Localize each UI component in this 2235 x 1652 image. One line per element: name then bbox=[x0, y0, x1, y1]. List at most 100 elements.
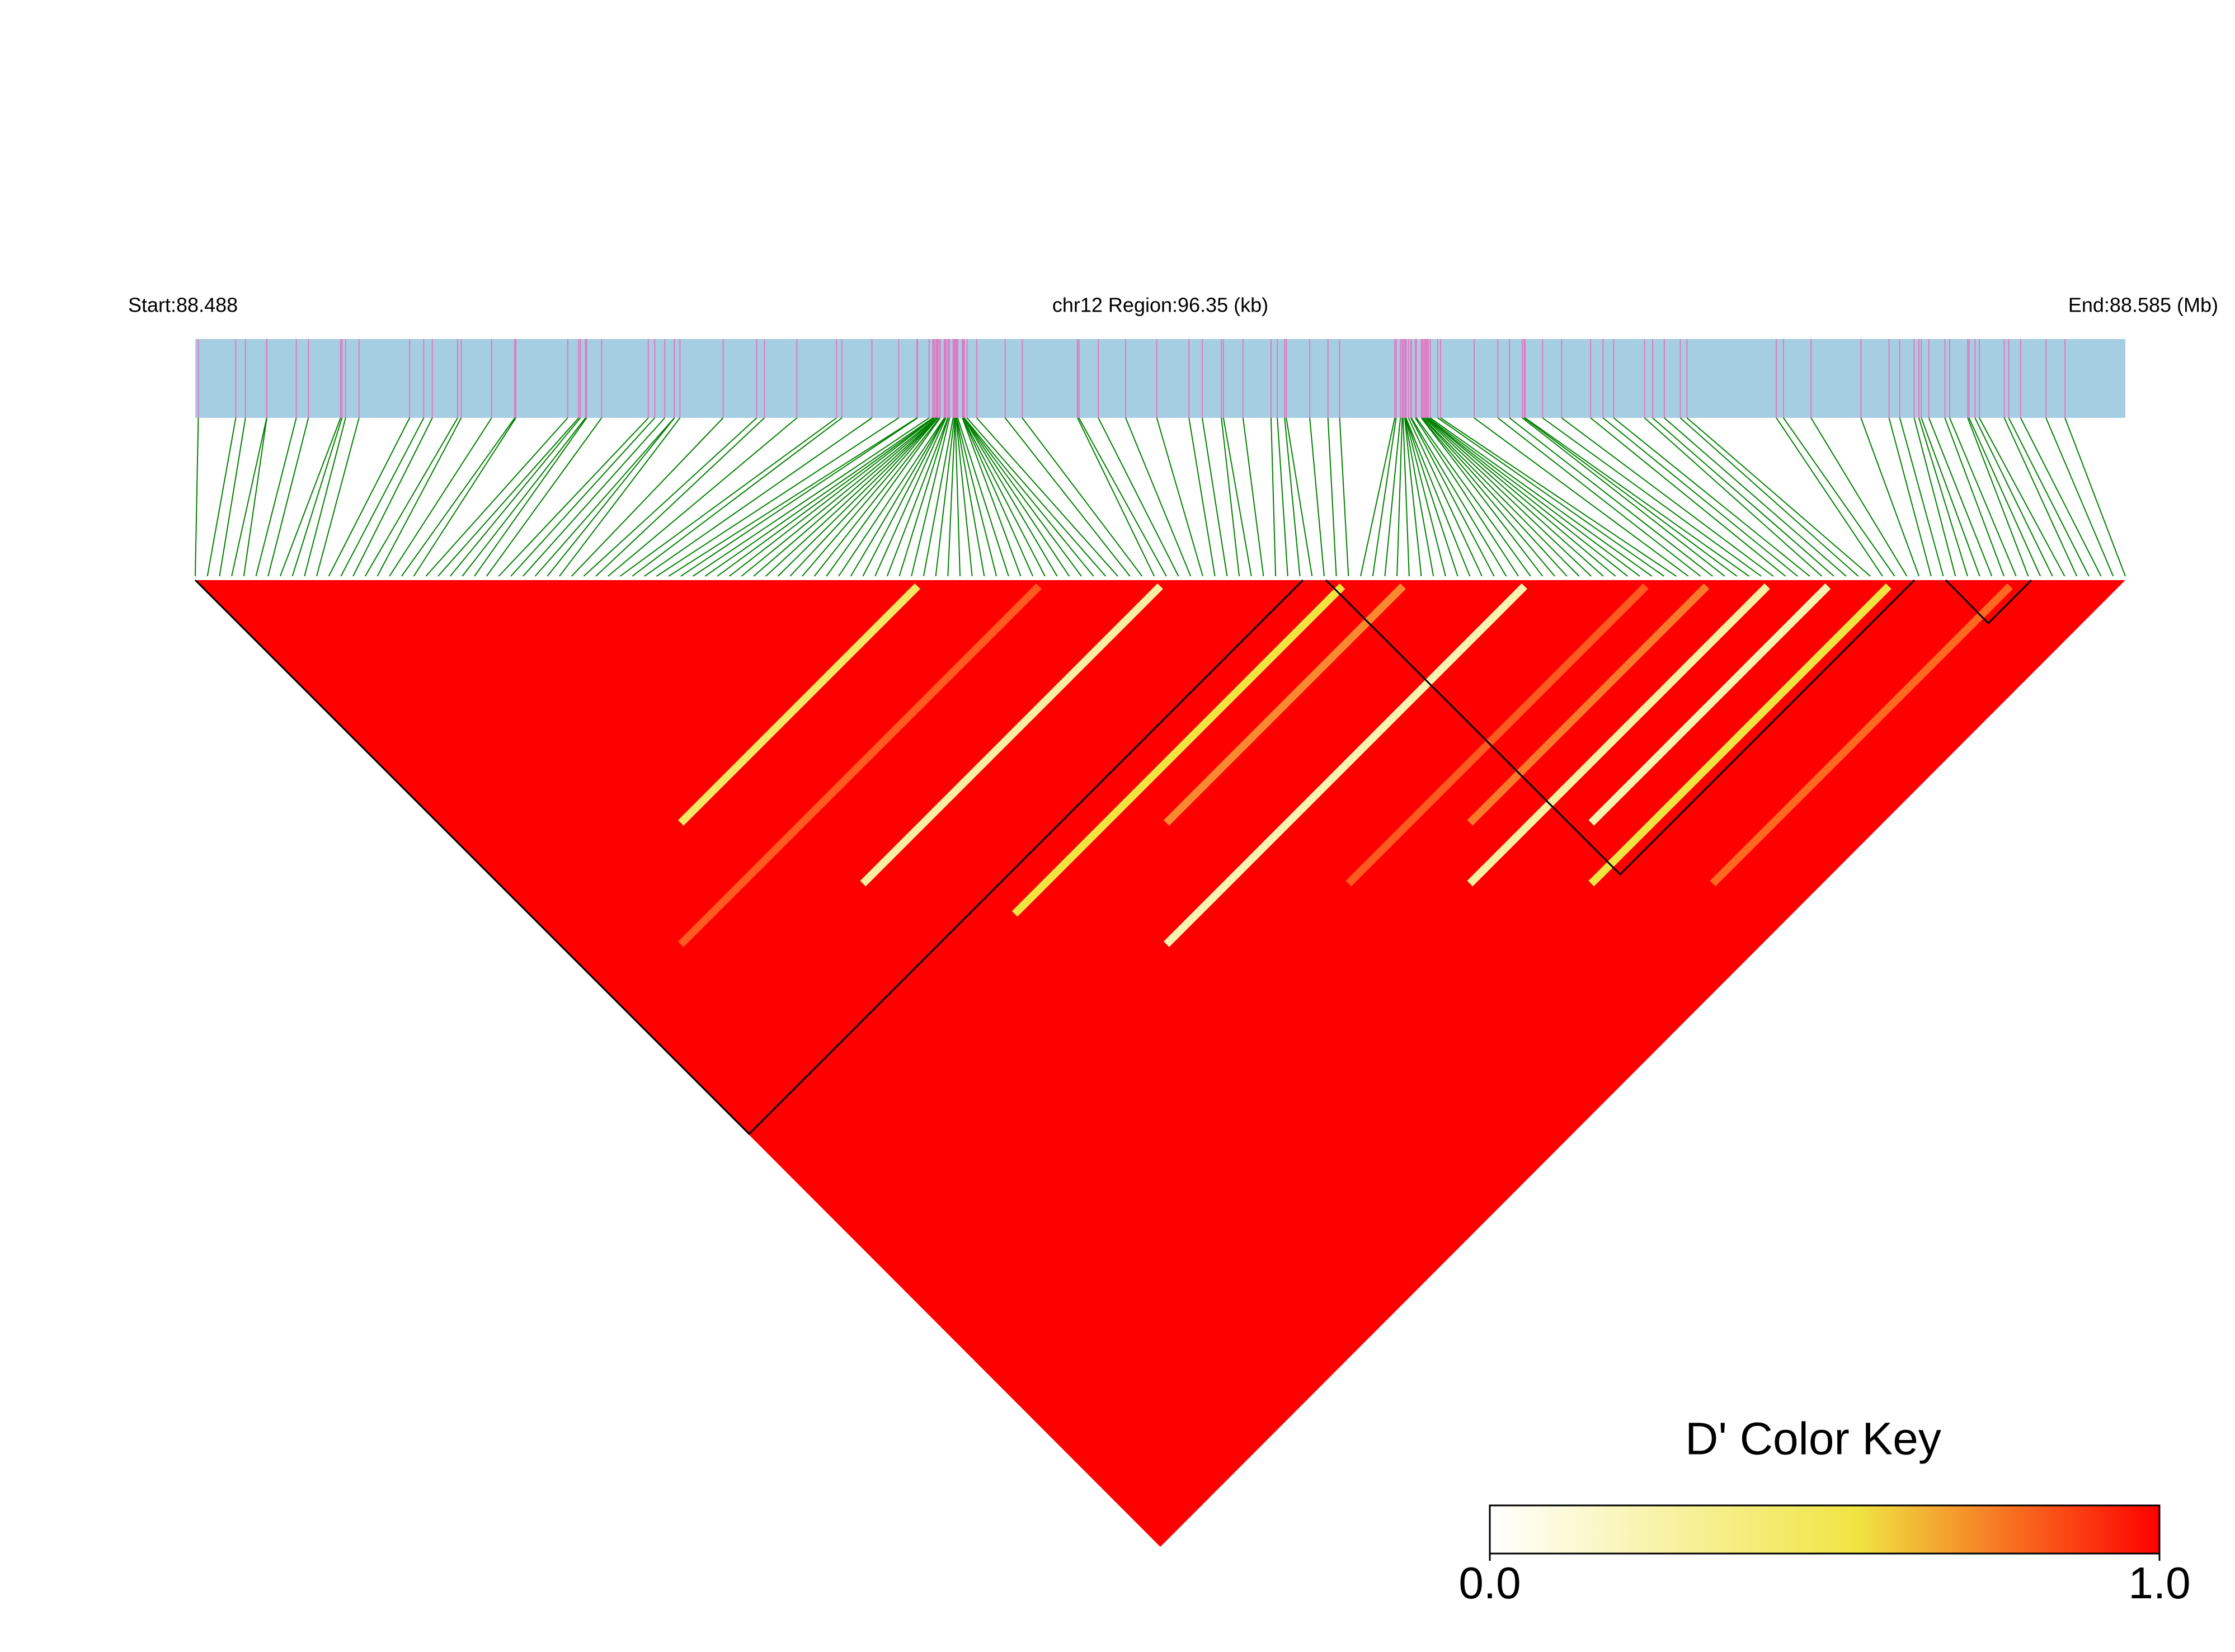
snp-connector bbox=[401, 417, 515, 577]
snp-connector bbox=[1652, 417, 1834, 577]
snp-connector bbox=[2008, 417, 2090, 577]
snp-connector bbox=[777, 417, 938, 577]
snp-connector bbox=[962, 417, 1034, 577]
snp-connector bbox=[1098, 417, 1179, 577]
snp-connector bbox=[1201, 417, 1228, 577]
snp-connector bbox=[2045, 417, 2114, 577]
snp-connector bbox=[1949, 417, 2017, 577]
snp-connector bbox=[364, 417, 458, 577]
snp-connector bbox=[352, 417, 433, 577]
snp-connector bbox=[963, 417, 1094, 577]
snp-connector bbox=[838, 417, 945, 577]
snp-connector bbox=[523, 417, 665, 577]
snp-connector bbox=[206, 417, 237, 577]
snp-connector bbox=[955, 417, 973, 577]
snp-connector bbox=[1156, 417, 1203, 577]
snp-connector bbox=[962, 417, 1022, 577]
snp-connector bbox=[765, 417, 938, 577]
snp-connector bbox=[1509, 417, 1713, 577]
snp-connector bbox=[1426, 417, 1616, 577]
snp-connector bbox=[1776, 417, 1883, 577]
snp-connector bbox=[656, 417, 899, 577]
ld-cells bbox=[677, 583, 2013, 947]
snp-connector bbox=[1430, 417, 1653, 577]
ld-stripe bbox=[677, 583, 920, 826]
snp-connector bbox=[717, 417, 934, 577]
snp-connector bbox=[2020, 417, 2102, 577]
snp-connector bbox=[1022, 417, 1143, 577]
snp-connector bbox=[1221, 417, 1240, 577]
snp-connector bbox=[1270, 417, 1277, 577]
snp-connector bbox=[1524, 417, 1749, 577]
snp-connector bbox=[1664, 417, 1847, 577]
snp-connector bbox=[911, 417, 951, 577]
snp-connector bbox=[923, 417, 954, 577]
snp-connector bbox=[826, 417, 941, 577]
snp-connector bbox=[437, 417, 580, 577]
ld-triangle bbox=[195, 580, 2125, 1547]
snp-connector bbox=[1928, 417, 1993, 577]
snp-connector bbox=[571, 417, 724, 577]
snp-connector bbox=[1372, 417, 1397, 577]
snp-connector bbox=[449, 417, 581, 577]
snp-connector bbox=[583, 417, 757, 577]
snp-connector bbox=[962, 417, 1046, 577]
snp-connector bbox=[1860, 417, 1920, 577]
snp-connector bbox=[1286, 417, 1313, 577]
snp-connector bbox=[741, 417, 937, 577]
snp-connector bbox=[1309, 417, 1325, 577]
ld-stripe bbox=[1345, 583, 1649, 887]
snp-connector bbox=[1810, 417, 1908, 577]
region-label: chr12 Region:96.35 (kb) bbox=[1052, 294, 1268, 317]
color-key-title: D' Color Key bbox=[1685, 1414, 1941, 1465]
snp-connector bbox=[462, 417, 586, 577]
snp-connector bbox=[1918, 417, 1968, 577]
snp-connector bbox=[947, 417, 956, 577]
snp-connector bbox=[1497, 417, 1701, 577]
snp-connector bbox=[2003, 417, 2078, 577]
snp-connector bbox=[1422, 417, 1568, 577]
snp-connector bbox=[486, 417, 603, 577]
snp-connector bbox=[255, 417, 297, 577]
snp-connector bbox=[534, 417, 675, 577]
snp-connector bbox=[1613, 417, 1810, 577]
ld-stripe bbox=[1588, 583, 1831, 826]
snp-connector bbox=[1420, 417, 1544, 577]
snp-connector bbox=[1405, 417, 1471, 577]
snp-connector bbox=[1974, 417, 2053, 577]
snp-connector bbox=[1410, 417, 1495, 577]
snp-connector bbox=[195, 417, 199, 577]
snp-connector bbox=[231, 417, 267, 577]
snp-connector bbox=[1277, 417, 1288, 577]
snp-connector bbox=[547, 417, 675, 577]
snp-connector bbox=[1440, 417, 1677, 577]
snp-connector bbox=[1339, 417, 1349, 577]
snp-connector bbox=[935, 417, 955, 577]
ld-stripe bbox=[1163, 583, 1406, 826]
snp-connector bbox=[680, 417, 918, 577]
snp-connector bbox=[1284, 417, 1301, 577]
snp-connector bbox=[789, 417, 938, 577]
snp-connector bbox=[1542, 417, 1762, 577]
ld-stripe bbox=[677, 583, 1042, 947]
snp-connector bbox=[1979, 417, 2065, 577]
snp-connector bbox=[956, 417, 997, 577]
ld-stripe bbox=[1588, 583, 1891, 887]
snp-connector bbox=[619, 417, 837, 577]
snp-connector bbox=[898, 417, 949, 577]
snp-connector bbox=[608, 417, 798, 577]
snp-connector bbox=[1425, 417, 1604, 577]
snp-connector bbox=[1242, 417, 1264, 577]
snp-connector bbox=[644, 417, 873, 577]
snp-connector bbox=[1414, 417, 1519, 577]
snp-connector bbox=[693, 417, 930, 577]
snp-connector bbox=[1428, 417, 1640, 577]
snp-connector bbox=[340, 417, 425, 577]
snp-connector bbox=[1523, 417, 1738, 577]
color-key-tick-label: 0.0 bbox=[1458, 1558, 1521, 1608]
snp-connector bbox=[1644, 417, 1823, 577]
snp-connector bbox=[498, 417, 649, 577]
snp-connector bbox=[1921, 417, 1980, 577]
snp-connector bbox=[1561, 417, 1774, 577]
snp-connector bbox=[1968, 417, 2041, 577]
